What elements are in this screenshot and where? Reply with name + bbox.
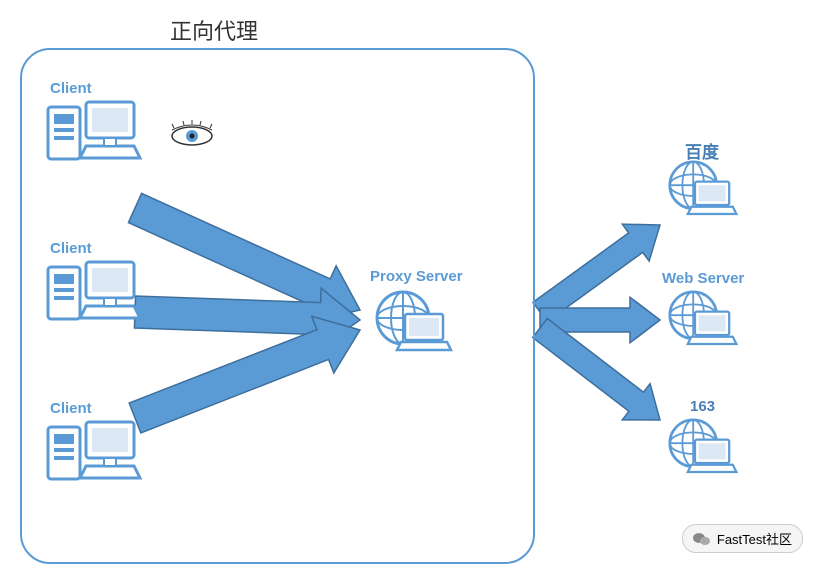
client-label-1: Client (50, 80, 92, 97)
client-label-2: Client (50, 240, 92, 257)
watermark-badge: FastTest社区 (682, 524, 803, 553)
watermark-text: FastTest社区 (717, 529, 792, 548)
server-icon-2 (670, 292, 737, 344)
client-proxy-box (20, 48, 535, 564)
server-icon-1 (670, 162, 737, 214)
proxy-label: Proxy Server (370, 268, 463, 285)
diagram-title: 正向代理 (170, 14, 258, 46)
server-icon-3 (670, 420, 737, 472)
server-label-1: 百度 (685, 138, 719, 163)
server-label-2: Web Server (662, 270, 744, 287)
client-label-3: Client (50, 400, 92, 417)
server-label-3: 163 (690, 398, 715, 415)
wechat-icon (693, 532, 711, 546)
